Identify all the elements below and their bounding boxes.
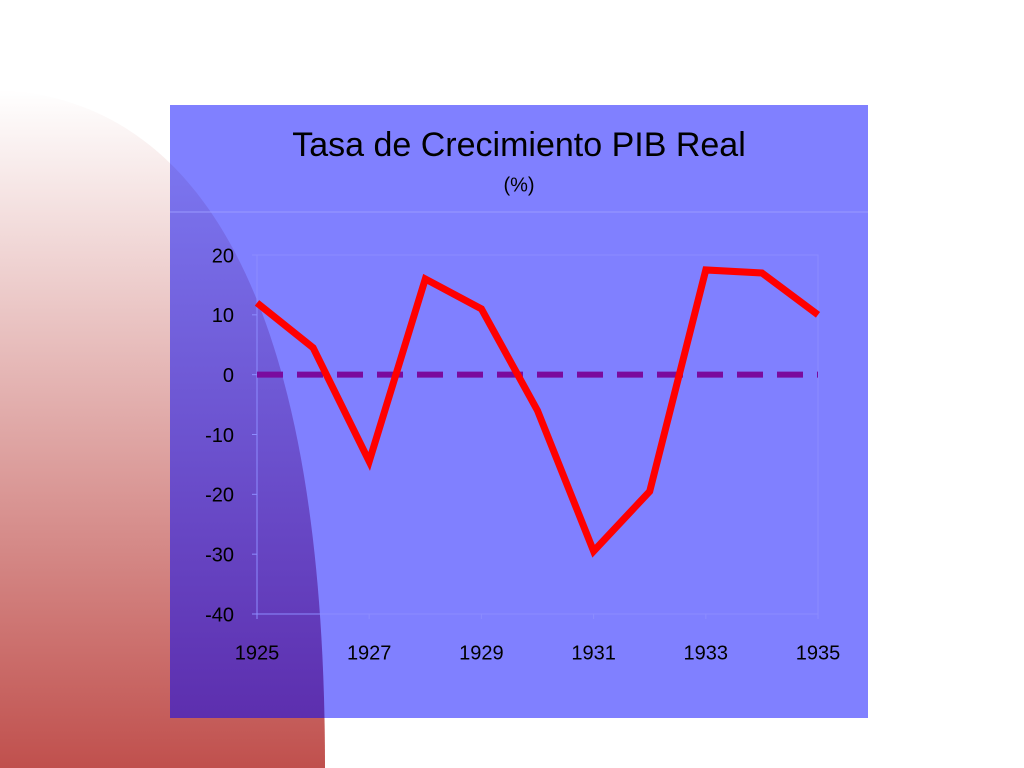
- x-tick-label: 1929: [459, 642, 504, 664]
- x-tick-label: 1925: [235, 642, 280, 664]
- y-tick-label: -10: [205, 425, 234, 447]
- y-tick-label: -20: [205, 485, 234, 507]
- y-tick-label: 20: [212, 245, 234, 267]
- x-tick-label: 1927: [347, 642, 392, 664]
- chart-subtitle: (%): [503, 174, 534, 196]
- chart-title: Tasa de Crecimiento PIB Real: [292, 126, 746, 164]
- x-tick-label: 1935: [796, 642, 841, 664]
- y-tick-label: -30: [205, 544, 234, 566]
- x-tick-label: 1933: [684, 642, 729, 664]
- y-tick-label: -40: [205, 604, 234, 626]
- y-tick-label: 10: [212, 305, 234, 327]
- data-line: [254, 266, 821, 558]
- y-tick-label: 0: [223, 365, 234, 387]
- decor-shape-overlay: [170, 163, 325, 718]
- x-tick-label: 1931: [571, 642, 616, 664]
